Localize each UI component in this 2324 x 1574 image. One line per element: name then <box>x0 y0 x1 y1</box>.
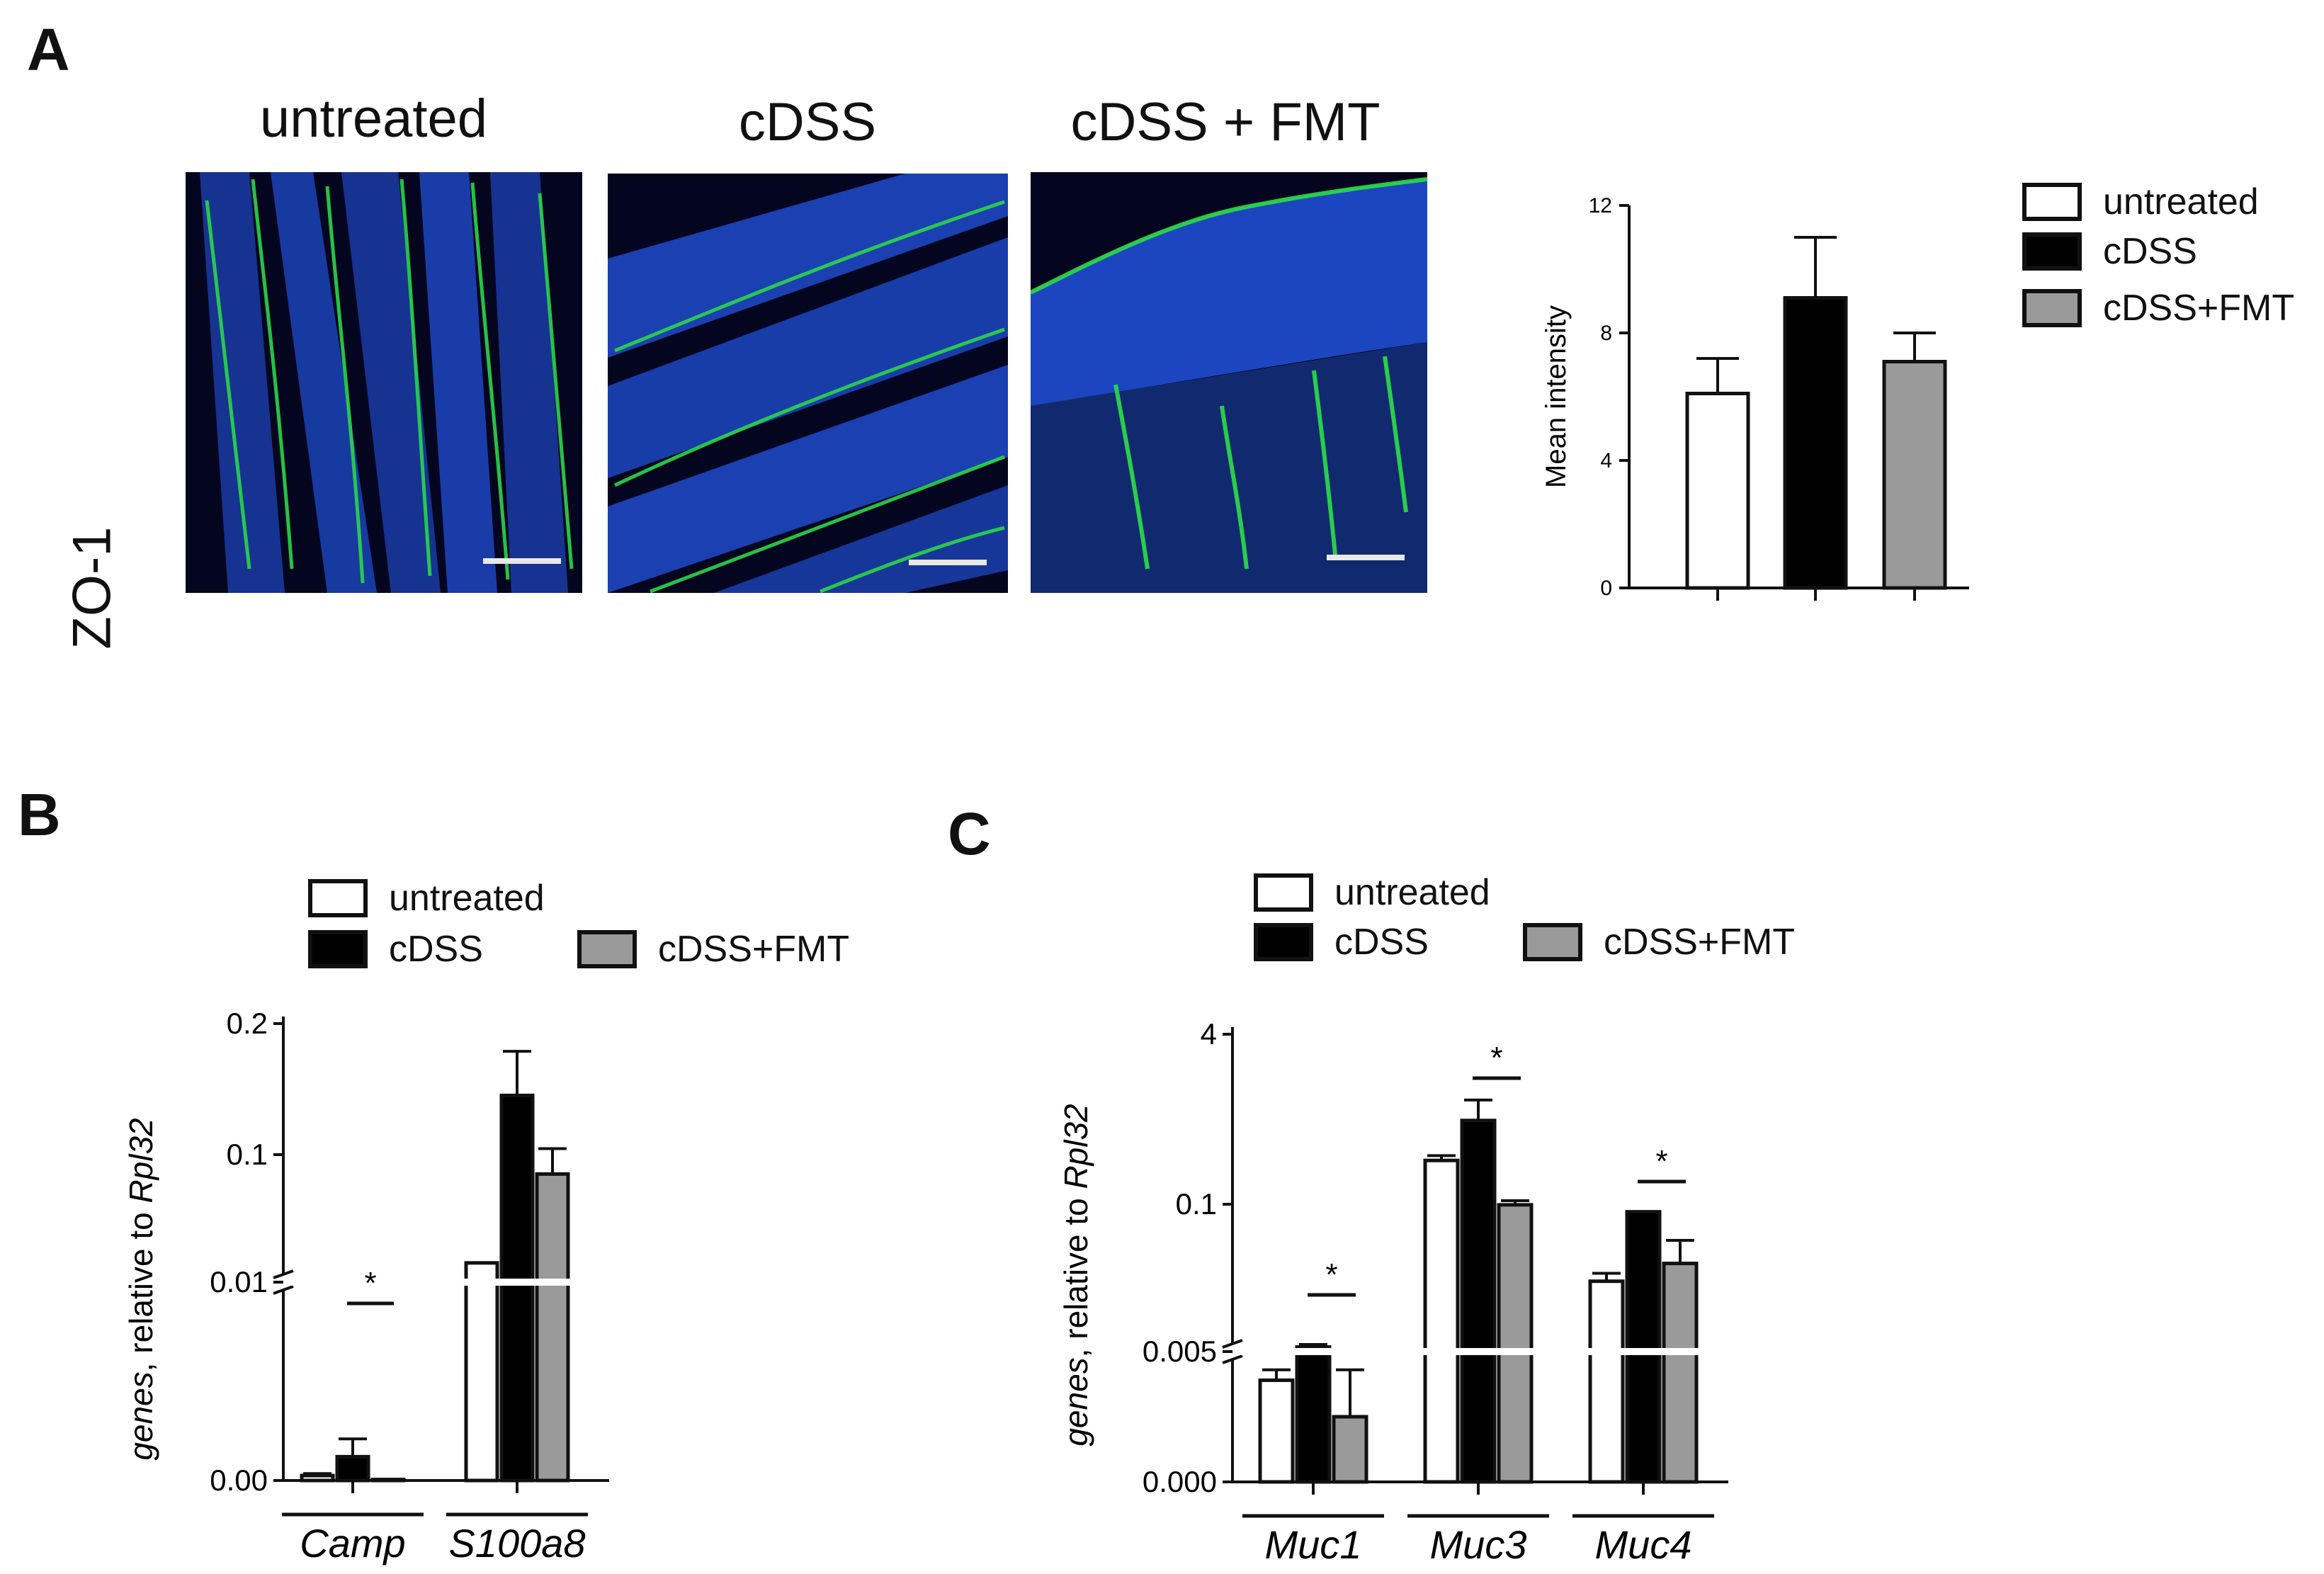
legend-label-cdss: cDSS <box>2103 231 2197 272</box>
legend-swatch-cdss-fmt <box>577 930 637 968</box>
panel-a-legend-cdss-fmt: cDSS+FMT <box>2022 287 2294 329</box>
significance-star: * <box>1655 1144 1667 1179</box>
y-tick-label: 0 <box>1600 577 1612 600</box>
axis-break-gap <box>1237 1348 1728 1355</box>
legend-label-cdss: cDSS <box>1334 922 1429 963</box>
bar-s100a8-untreated <box>464 1261 499 1483</box>
y-tick-label: 0.000 <box>1143 1465 1217 1498</box>
bar-muc1-cdss-fmt <box>1332 1415 1368 1484</box>
bar-s100a8-cdss <box>499 1093 535 1483</box>
axis-break-gap <box>288 1279 609 1286</box>
bar-muc3-untreated <box>1423 1158 1460 1484</box>
panel-b-legend-cdss: cDSS <box>308 928 483 970</box>
y-tick-label: 0.005 <box>1143 1335 1217 1368</box>
legend-label-cdss-fmt: cDSS+FMT <box>658 929 850 970</box>
axis-break-mark <box>1222 1354 1243 1364</box>
y-tick-label: 0.00 <box>210 1463 268 1497</box>
micrograph-cdss-fmt-art <box>1031 172 1427 593</box>
legend-swatch-cdss-fmt <box>2022 289 2082 327</box>
group-label-muc4: Muc4 <box>1595 1522 1692 1567</box>
bar-muc3-cdss-fmt <box>1497 1203 1534 1484</box>
axis-break-mark <box>273 1269 294 1279</box>
legend-swatch-cdss <box>1254 923 1313 961</box>
y-tick-label: 0.01 <box>210 1265 268 1298</box>
significance-star: * <box>1325 1257 1337 1292</box>
panel-a-legend-cdss: cDSS <box>2022 230 2197 273</box>
panel-a-legend-untreated: untreated <box>2022 181 2259 223</box>
bar-muc4-untreated <box>1588 1279 1625 1484</box>
significance-star: * <box>1490 1041 1502 1075</box>
y-axis-label: Mean intensity <box>1541 305 1572 488</box>
y-tick-label: 12 <box>1589 194 1612 217</box>
bar-cdss-fmt <box>1882 360 1947 590</box>
legend-label-cdss-fmt: cDSS+FMT <box>2103 288 2295 329</box>
legend-label-untreated: untreated <box>1334 872 1490 913</box>
bar-cdss <box>1783 296 1848 590</box>
y-tick-label: 4 <box>1600 449 1612 472</box>
micrograph-cdss <box>608 174 1008 593</box>
legend-swatch-cdss <box>2022 232 2082 271</box>
legend-label-untreated: untreated <box>389 878 545 919</box>
image-title-cdss-fmt: cDSS + FMT <box>1070 92 1381 152</box>
legend-swatch-cdss <box>308 930 368 968</box>
bar-muc1-untreated <box>1258 1378 1295 1484</box>
group-label-s100a8: S100a8 <box>448 1521 585 1565</box>
group-label-muc3: Muc3 <box>1430 1522 1527 1567</box>
micrograph-cdss-fmt <box>1031 172 1427 593</box>
micrograph-untreated-art <box>186 172 582 593</box>
legend-swatch-untreated <box>2022 183 2082 221</box>
axis-break-mark <box>1222 1339 1243 1349</box>
y-tick-label: 0.2 <box>227 1007 268 1040</box>
panel-a-chart: 0 4 8 12 Mean intensity <box>1541 194 1969 601</box>
panel-c-letter: C <box>948 800 991 867</box>
y-tick-label: 0.1 <box>227 1138 268 1171</box>
group-label-camp: Camp <box>300 1521 405 1565</box>
bar-s100a8-cdss-fmt <box>535 1172 570 1483</box>
y-tick-label: 0.1 <box>1176 1187 1217 1221</box>
legend-label-cdss-fmt: cDSS+FMT <box>1604 922 1796 963</box>
panel-c-legend-untreated: untreated <box>1254 871 1490 914</box>
bar-muc3-cdss <box>1460 1119 1497 1484</box>
bar-untreated <box>1685 392 1750 590</box>
legend-swatch-cdss-fmt <box>1523 923 1582 961</box>
y-axis-label: genes, relative to Rpl32 <box>123 1118 159 1460</box>
legend-label-untreated: untreated <box>2103 181 2259 222</box>
image-title-cdss: cDSS <box>738 92 877 152</box>
image-title-untreated: untreated <box>259 89 488 149</box>
panel-c-legend-cdss-fmt: cDSS+FMT <box>1523 921 1795 963</box>
y-axis-label: genes, relative to Rpl32 <box>1058 1104 1094 1446</box>
bar-muc4-cdss-fmt <box>1662 1262 1699 1484</box>
panel-b-chart: 0.00 0.01 0.1 0.2 genes, relative to Rpl32 Ca… <box>123 1007 609 1565</box>
micrograph-untreated <box>186 172 582 593</box>
significance-star: * <box>364 1266 376 1301</box>
legend-swatch-untreated <box>308 879 368 917</box>
legend-label-cdss: cDSS <box>389 929 483 970</box>
legend-swatch-untreated <box>1254 873 1313 912</box>
y-tick-label: 8 <box>1600 322 1612 345</box>
bar-camp-untreated <box>300 1473 335 1483</box>
panel-b-letter: B <box>18 781 61 848</box>
panel-c-chart: 0.000 0.005 0.1 4 genes, relative to Rpl32 Mu… <box>1058 1017 1728 1567</box>
axis-break-mark <box>273 1285 294 1295</box>
zo1-row-label: ZO-1 <box>62 526 123 650</box>
panel-a-letter: A <box>27 16 70 83</box>
panel-b-legend-cdss-fmt: cDSS+FMT <box>577 928 849 970</box>
group-label-muc1: Muc1 <box>1265 1522 1362 1567</box>
y-tick-label: 4 <box>1201 1017 1217 1051</box>
bar-muc4-cdss <box>1625 1210 1662 1484</box>
panel-c-legend-cdss: cDSS <box>1254 921 1429 963</box>
micrograph-cdss-art <box>608 174 1008 593</box>
bar-camp-cdss <box>335 1454 370 1483</box>
panel-b-legend-untreated: untreated <box>308 877 545 919</box>
bar-muc1-cdss <box>1295 1345 1332 1484</box>
